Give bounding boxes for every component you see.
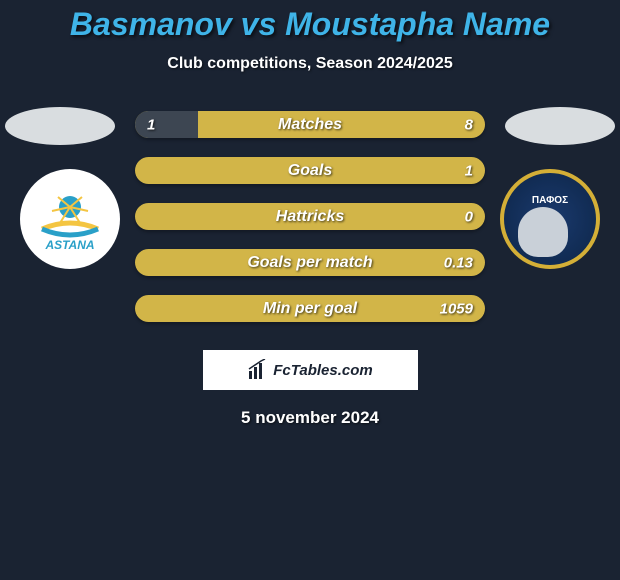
bar-value-right: 8 — [465, 116, 473, 133]
chart-icon — [247, 359, 269, 381]
bar-label: Hattricks — [276, 208, 344, 226]
bar-label: Min per goal — [263, 300, 357, 318]
pafos-logo-icon: ΠΑΦΟΣ — [500, 169, 600, 269]
bar-value-right: 0.13 — [444, 254, 473, 271]
brand-text: FcTables.com — [273, 362, 372, 379]
date-text: 5 november 2024 — [0, 408, 620, 428]
stat-bars: Matches 1 8 Goals 1 Hattricks 0 Goals per match… — [135, 111, 485, 322]
stat-bar: Min per goal 1059 — [135, 295, 485, 322]
player-left-oval — [5, 107, 115, 145]
bar-label: Goals — [288, 162, 332, 180]
bar-value-right: 0 — [465, 208, 473, 225]
club-badge-right: ΠΑΦΟΣ — [500, 169, 600, 269]
club-right-name: ΠΑΦΟΣ — [532, 195, 568, 206]
bar-value-left: 1 — [147, 116, 155, 133]
pafos-profile-icon — [518, 207, 568, 257]
player-right-oval — [505, 107, 615, 145]
page-title: Basmanov vs Moustapha Name — [0, 0, 620, 43]
bar-label: Goals per match — [247, 254, 372, 272]
club-badge-left: ASTANA — [20, 169, 120, 269]
svg-text:ASTANA: ASTANA — [44, 238, 94, 252]
bar-value-right: 1059 — [440, 300, 473, 317]
stat-bar: Goals 1 — [135, 157, 485, 184]
stat-bar: Hattricks 0 — [135, 203, 485, 230]
stat-bar: Goals per match 0.13 — [135, 249, 485, 276]
subtitle: Club competitions, Season 2024/2025 — [0, 55, 620, 73]
comparison-content: ASTANA ΠΑΦΟΣ Matches 1 8 Goals 1 Hattricks 0 Go… — [0, 111, 620, 322]
stat-bar: Matches 1 8 — [135, 111, 485, 138]
astana-logo-icon: ASTANA — [30, 179, 110, 259]
bar-label: Matches — [278, 116, 342, 134]
fctables-logo: FcTables.com — [247, 359, 372, 381]
bar-fill-left — [135, 111, 198, 138]
brand-box: FcTables.com — [203, 350, 418, 390]
bar-value-right: 1 — [465, 162, 473, 179]
